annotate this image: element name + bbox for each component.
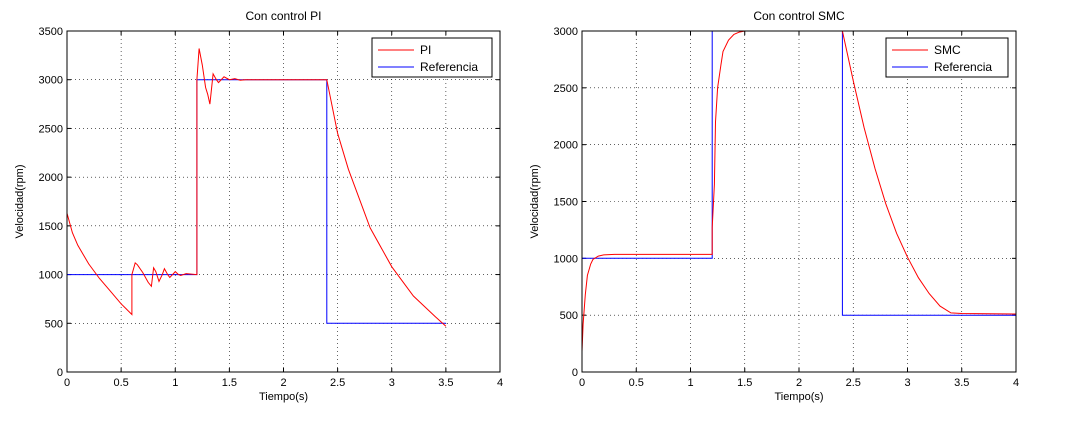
y-axis-label: Velocidad(rpm) xyxy=(529,165,541,239)
y-tick-label: 1500 xyxy=(554,197,578,209)
x-tick-label: 2.5 xyxy=(846,377,861,389)
y-tick-label: 1000 xyxy=(554,253,578,265)
y-tick-label: 3000 xyxy=(39,75,63,87)
y-tick-label: 500 xyxy=(45,318,63,330)
chart-title: Con control PI xyxy=(245,9,321,23)
legend-label: Referencia xyxy=(934,60,992,74)
y-tick-label: 1000 xyxy=(39,270,63,282)
y-tick-label: 2500 xyxy=(554,83,578,95)
chart-1: 0 0.5 1 1.5 2 2.5 3 3.5 4 0 500 1000 1500 2000 2500 300… xyxy=(14,9,503,403)
y-tick-label: 3000 xyxy=(554,26,578,38)
y-tick-label: 1500 xyxy=(39,221,63,233)
x-tick-label: 4 xyxy=(1013,377,1019,389)
x-tick-label: 3.5 xyxy=(954,377,969,389)
x-tick-label: 1.5 xyxy=(222,377,237,389)
y-axis-label: Velocidad(rpm) xyxy=(14,165,26,239)
x-tick-label: 2 xyxy=(796,377,802,389)
x-tick-label: 3 xyxy=(389,377,395,389)
chart-title: Con control SMC xyxy=(753,9,845,23)
x-tick-label: 0.5 xyxy=(113,377,128,389)
x-tick-label: 1 xyxy=(687,377,693,389)
y-tick-label: 0 xyxy=(57,367,63,379)
x-tick-label: 2 xyxy=(280,377,286,389)
x-tick-label: 1.5 xyxy=(737,377,752,389)
axes-box xyxy=(581,30,1017,373)
legend-label: SMC xyxy=(934,43,961,57)
legend-label: Referencia xyxy=(420,60,478,74)
x-axis-label: Tiempo(s) xyxy=(259,391,308,403)
series-line-1 xyxy=(582,30,1016,352)
axes-box xyxy=(66,30,501,373)
x-tick-label: 4 xyxy=(497,377,503,389)
x-tick-label: 1 xyxy=(172,377,178,389)
y-tick-label: 2500 xyxy=(39,123,63,135)
chart-2: 0 0.5 1 1.5 2 2.5 3 3.5 4 0 500 1000 1500 2000 2500 300… xyxy=(529,9,1019,403)
series-line-1 xyxy=(67,48,447,327)
x-tick-label: 3.5 xyxy=(438,377,453,389)
legend: PI Referencia xyxy=(371,37,493,78)
y-tick-label: 500 xyxy=(560,310,578,322)
x-tick-label: 0.5 xyxy=(629,377,644,389)
x-tick-label: 2.5 xyxy=(330,377,345,389)
y-tick-label: 3500 xyxy=(39,26,63,38)
x-tick-label: 3 xyxy=(904,377,910,389)
x-axis-label: Tiempo(s) xyxy=(774,391,823,403)
plot-area xyxy=(67,31,500,372)
x-tick-label: 0 xyxy=(579,377,585,389)
y-tick-label: 2000 xyxy=(39,172,63,184)
x-tick-label: 0 xyxy=(64,377,70,389)
legend-box xyxy=(371,37,493,78)
legend-box xyxy=(885,37,1009,78)
y-tick-label: 0 xyxy=(572,367,578,379)
legend: SMC Referencia xyxy=(885,37,1009,78)
legend-label: PI xyxy=(420,43,431,57)
y-tick-label: 2000 xyxy=(554,140,578,152)
